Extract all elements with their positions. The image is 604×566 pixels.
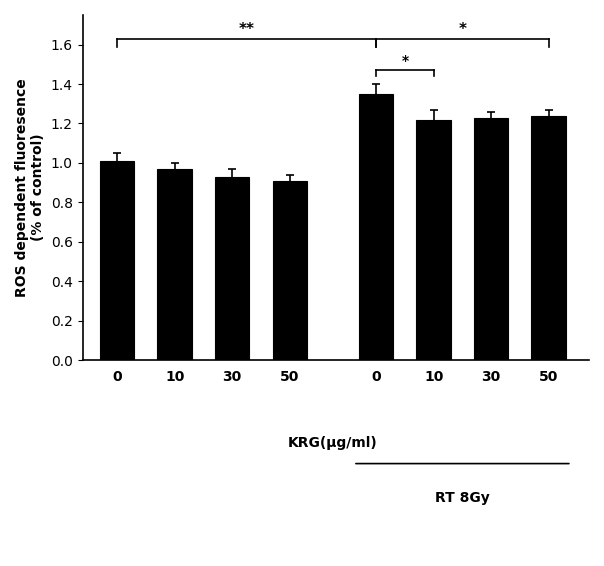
- Bar: [272, 181, 307, 360]
- Bar: [158, 169, 192, 360]
- Y-axis label: ROS dependent fluoresence
(% of control): ROS dependent fluoresence (% of control): [15, 78, 45, 297]
- Bar: [215, 177, 249, 360]
- Bar: [474, 118, 509, 360]
- Bar: [416, 119, 451, 360]
- Text: RT 8Gy: RT 8Gy: [435, 491, 490, 505]
- Bar: [100, 161, 135, 360]
- Text: *: *: [401, 54, 408, 68]
- Bar: [532, 115, 566, 360]
- Text: *: *: [458, 22, 466, 37]
- Bar: [359, 94, 393, 360]
- Text: KRG(μg/ml): KRG(μg/ml): [288, 436, 378, 450]
- Text: **: **: [239, 22, 255, 37]
